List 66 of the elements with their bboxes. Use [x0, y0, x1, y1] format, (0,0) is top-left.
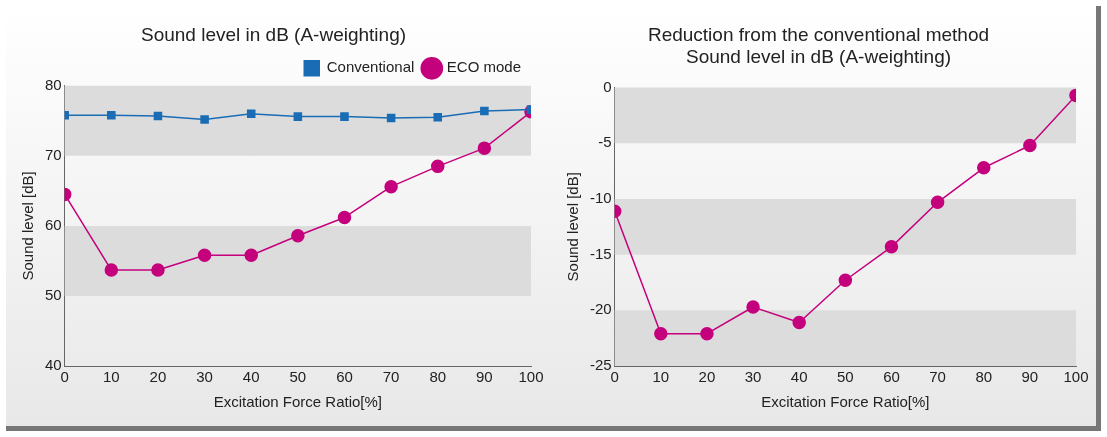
point	[884, 240, 899, 254]
x-tick-label: 80	[429, 368, 447, 386]
point	[477, 141, 492, 155]
point	[246, 109, 256, 119]
y-axis-title: Sound level [dB]	[19, 171, 37, 281]
point	[654, 326, 668, 341]
point	[930, 195, 945, 210]
x-tick-label: 100	[518, 368, 544, 386]
point	[200, 115, 209, 124]
point	[838, 273, 853, 287]
point	[291, 228, 305, 243]
point	[480, 106, 489, 116]
x-axis-title: Excitation Force Ratio[%]	[213, 393, 383, 411]
point	[244, 248, 258, 263]
x-tick-label: 10	[652, 368, 670, 386]
y-tick-label: -5	[598, 133, 612, 151]
x-axis-title: Excitation Force Ratio[%]	[761, 393, 930, 411]
x-tick-label: 100	[1063, 368, 1089, 386]
x-tick-label: 50	[837, 368, 854, 386]
point	[430, 159, 445, 174]
y-tick-label: 60	[45, 216, 62, 234]
y-tick-label: 50	[45, 286, 62, 304]
x-tick-label: 50	[289, 368, 307, 386]
point	[386, 113, 396, 123]
point	[197, 248, 212, 263]
point	[384, 179, 398, 194]
y-tick-label: 70	[45, 145, 62, 163]
x-tick-label: 60	[336, 368, 353, 386]
x-tick-label: 40	[790, 368, 808, 386]
x-tick-label: 30	[744, 368, 762, 386]
x-tick-label: 70	[382, 368, 400, 386]
chart-title: Reduction from the conventional method Sound level in dB (A-weighting)	[647, 23, 990, 68]
y-tick-label: 80	[45, 75, 62, 93]
x-tick-label: 60	[883, 368, 900, 386]
point	[151, 263, 165, 277]
point	[104, 263, 119, 277]
point	[700, 326, 714, 341]
x-tick-label: 90	[1021, 368, 1039, 386]
point	[340, 112, 349, 121]
point	[293, 112, 303, 121]
y-tick-label: -20	[589, 300, 612, 318]
x-tick-label: 30	[196, 368, 213, 386]
x-tick-label: 40	[242, 368, 260, 386]
point	[792, 315, 806, 330]
x-tick-label: 70	[929, 368, 946, 386]
legend-label: Conventional	[326, 58, 415, 76]
x-tick-label: 20	[149, 368, 167, 386]
point	[976, 161, 991, 175]
y-tick-label: -15	[589, 244, 612, 262]
x-tick-label: 80	[975, 368, 993, 386]
x-tick-label: 20	[698, 368, 716, 386]
chart-title: Sound level in dB (A-weighting)	[140, 23, 407, 45]
x-tick-label: 90	[476, 368, 493, 386]
y-tick-label: 0	[603, 77, 612, 95]
y-tick-label: 40	[45, 356, 62, 374]
y-tick-label: -10	[589, 189, 612, 207]
point	[107, 110, 116, 120]
y-tick-label: -25	[589, 356, 612, 374]
point	[153, 111, 163, 121]
legend-label: ECO mode	[446, 58, 522, 76]
point	[1023, 138, 1037, 153]
x-tick-label: 10	[102, 368, 120, 386]
point	[746, 300, 760, 314]
point	[433, 113, 443, 122]
y-axis-title: Sound level [dB]	[564, 172, 582, 282]
point	[337, 210, 352, 225]
